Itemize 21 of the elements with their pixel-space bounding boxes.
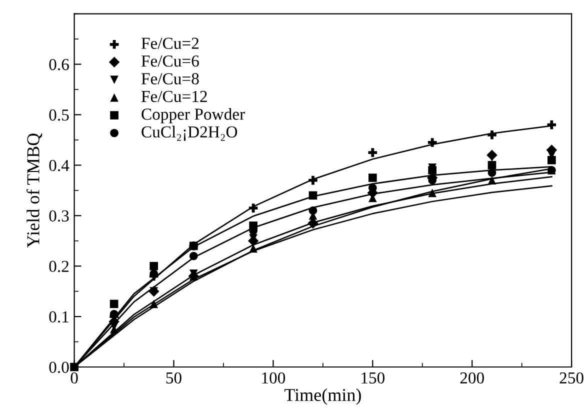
x-tick-label: 250 bbox=[560, 372, 584, 384]
y-tick-label: 0.5 bbox=[49, 109, 69, 121]
x-tick-label: 200 bbox=[460, 372, 484, 384]
x-tick-label: 50 bbox=[166, 372, 182, 384]
y-tick-label: 0.0 bbox=[49, 362, 69, 374]
x-tick-label: 100 bbox=[262, 372, 286, 384]
legend-label: Fe/Cu=2 bbox=[141, 38, 199, 49]
y-tick-label: 0.2 bbox=[49, 260, 69, 272]
y-tick-label: 0.3 bbox=[49, 210, 69, 222]
legend-label: Fe/Cu=8 bbox=[141, 73, 199, 84]
legend-label: Copper Powder bbox=[142, 108, 245, 124]
x-tick-label: 0 bbox=[70, 372, 78, 384]
legend-label: Fe/Cu=12 bbox=[141, 90, 207, 102]
y-tick-label: 0.6 bbox=[49, 58, 69, 70]
y-tick-label: 0.4 bbox=[49, 160, 70, 172]
x-tick-label: 150 bbox=[362, 372, 385, 384]
y-tick-label: 0.1 bbox=[49, 311, 68, 323]
legend-label: Fe/Cu=6 bbox=[141, 55, 199, 67]
y-axis-title: Yield of TMBQ bbox=[26, 133, 42, 248]
x-axis-title: Time(min) bbox=[284, 388, 361, 405]
legend-label: CuCl₂¡D2H₂O bbox=[142, 126, 238, 141]
